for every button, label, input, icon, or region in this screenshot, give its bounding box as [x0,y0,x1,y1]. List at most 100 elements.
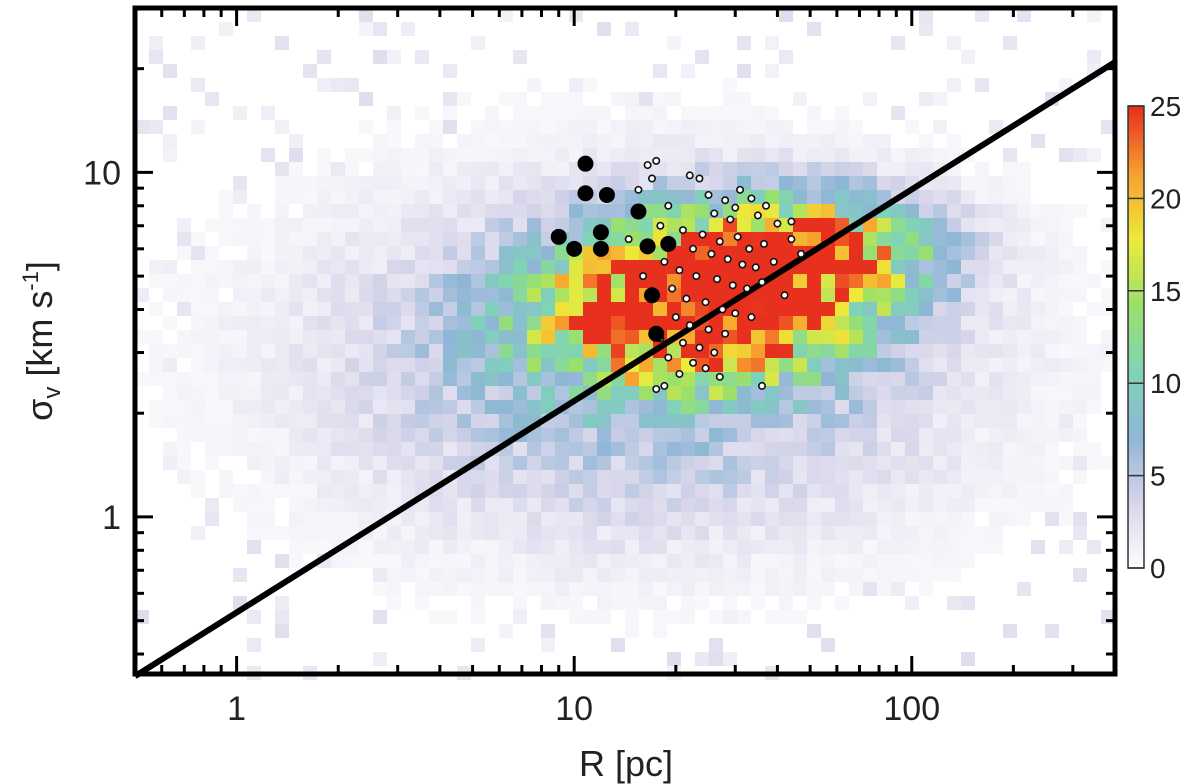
heatmap-cell [555,442,569,456]
heatmap-cell [289,540,303,554]
heatmap-cell [583,302,597,316]
heatmap-cell [1017,246,1031,260]
heatmap-cell [289,302,303,316]
heatmap-cell [975,428,989,442]
heatmap-cell [947,540,961,554]
heatmap-cell [345,78,359,92]
heatmap-cell [709,330,723,344]
heatmap-cell [317,540,331,554]
heatmap-cell [401,162,415,176]
heatmap-cell [1087,148,1101,162]
heatmap-cell [737,344,751,358]
heatmap-cell [163,344,177,358]
heatmap-cell [709,582,723,596]
heatmap-cell [849,484,863,498]
heatmap-cell [849,148,863,162]
heatmap-cell [135,288,149,302]
heatmap-cell [387,554,401,568]
heatmap-cell [471,246,485,260]
heatmap-cell [919,540,933,554]
heatmap-cell [303,512,317,526]
heatmap-cell [513,274,527,288]
heatmap-cell [919,218,933,232]
heatmap-cell [303,302,317,316]
heatmap-cell [695,246,709,260]
heatmap-cell [961,498,975,512]
heatmap-cell [457,246,471,260]
heatmap-cell [779,372,793,386]
heatmap-cell [541,330,555,344]
heatmap-cell [401,274,415,288]
small-point [753,211,762,220]
heatmap-cell [499,540,513,554]
heatmap-cell [457,512,471,526]
heatmap-cell [653,624,667,638]
heatmap-cell [765,176,779,190]
heatmap-cell [457,526,471,540]
heatmap-cell [821,190,835,204]
heatmap-cell [513,148,527,162]
heatmap-cell [1003,204,1017,218]
heatmap-cell [779,456,793,470]
heatmap-cell [905,442,919,456]
heatmap-cell [905,232,919,246]
heatmap-cell [639,484,653,498]
heatmap-cell [541,134,555,148]
heatmap-cell [583,526,597,540]
heatmap-cell [765,498,779,512]
heatmap-cell [723,470,737,484]
heatmap-cell [1059,540,1073,554]
heatmap-cell [499,204,513,218]
heatmap-cell [835,316,849,330]
heatmap-cell [863,484,877,498]
heatmap-cell [457,148,471,162]
heatmap-cell [639,582,653,596]
heatmap-cell [429,288,443,302]
heatmap-cell [205,218,219,232]
heatmap-cell [919,316,933,330]
heatmap-cell [443,204,457,218]
heatmap-cell [373,652,387,666]
heatmap-cell [919,554,933,568]
heatmap-cell [877,456,891,470]
small-point [671,313,680,322]
heatmap-cell [989,512,1003,526]
heatmap-cell [821,372,835,386]
heatmap-cell [177,372,191,386]
heatmap-cell [835,190,849,204]
heatmap-cell [793,540,807,554]
heatmap-cell [499,190,513,204]
heatmap-cell [261,274,275,288]
heatmap-cell [359,484,373,498]
heatmap-cell [499,386,513,400]
heatmap-cell [275,274,289,288]
heatmap-cell [247,246,261,260]
heatmap-cell [555,470,569,484]
heatmap-cell [191,260,205,274]
heatmap-cell [345,358,359,372]
heatmap-cell [527,218,541,232]
heatmap-cell [765,190,779,204]
heatmap-cell [821,554,835,568]
heatmap-cell [513,596,527,610]
heatmap-cell [541,316,555,330]
heatmap-cell [695,148,709,162]
heatmap-cell [1059,414,1073,428]
heatmap-cell [807,540,821,554]
heatmap-cell [247,8,261,22]
heatmap-cell [317,414,331,428]
heatmap-cell [331,218,345,232]
heatmap-cell [205,400,219,414]
heatmap-cell [415,316,429,330]
heatmap-cell [877,316,891,330]
heatmap-cell [1045,344,1059,358]
heatmap-cell [583,554,597,568]
heatmap-cell [373,134,387,148]
heatmap-cell [1017,274,1031,288]
heatmap-cell [849,358,863,372]
heatmap-cell [345,302,359,316]
heatmap-cell [233,358,247,372]
heatmap-cell [695,414,709,428]
heatmap-cell [821,330,835,344]
heatmap-cell [275,162,289,176]
